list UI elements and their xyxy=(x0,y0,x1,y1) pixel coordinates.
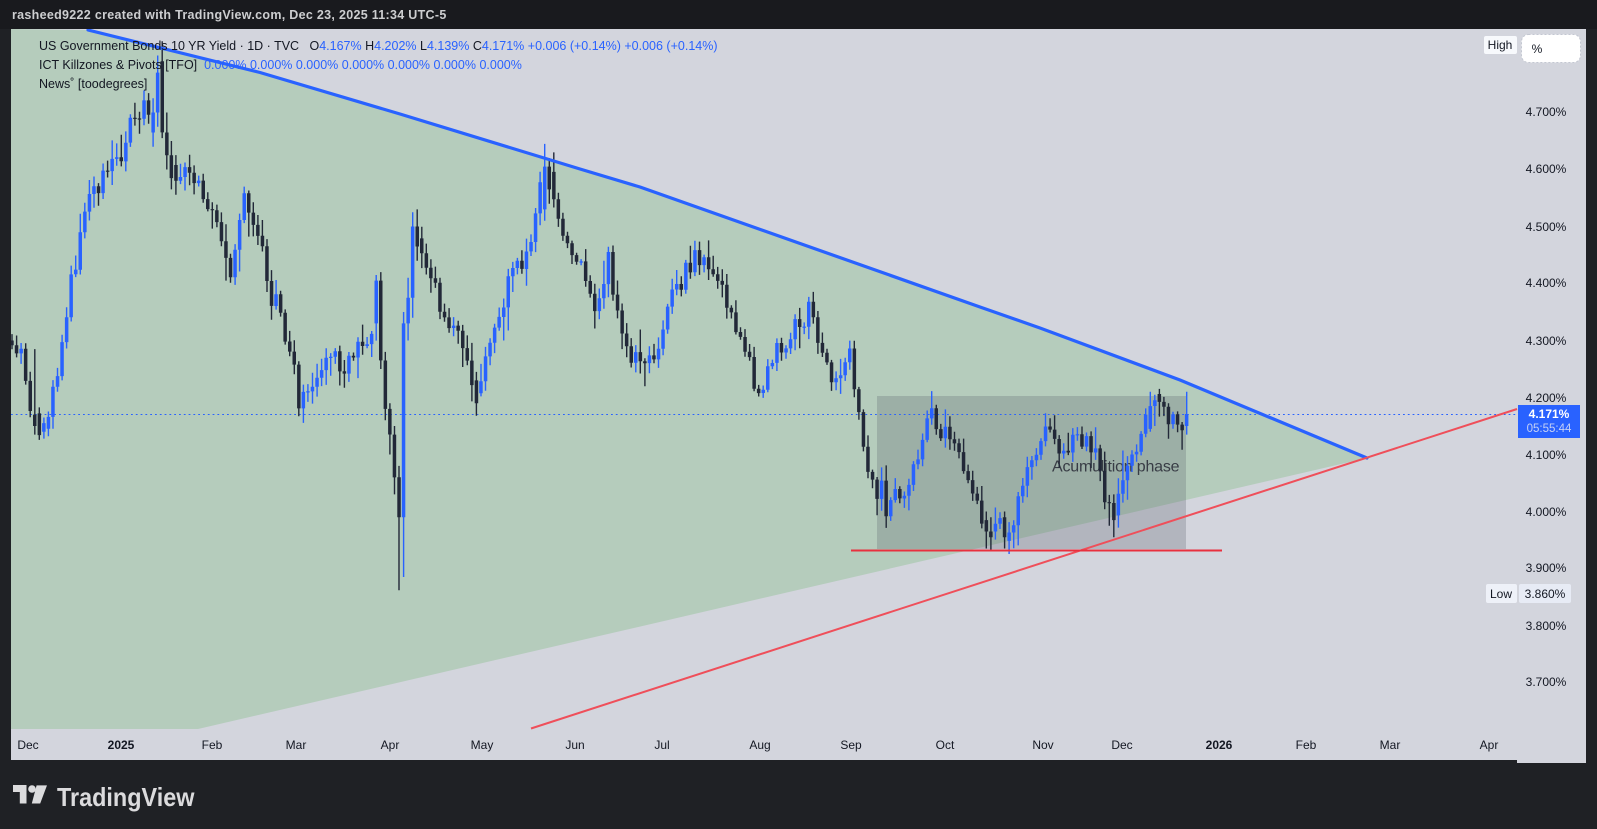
svg-text:4.400%: 4.400% xyxy=(1526,276,1567,290)
svg-text:4.171%: 4.171% xyxy=(1529,407,1570,421)
svg-text:3.860%: 3.860% xyxy=(1525,587,1566,601)
svg-text:4.100%: 4.100% xyxy=(1526,448,1567,462)
svg-text:Mar: Mar xyxy=(1380,738,1401,752)
svg-text:May: May xyxy=(471,738,494,752)
svg-text:Jul: Jul xyxy=(654,738,669,752)
svg-text:Sep: Sep xyxy=(840,738,862,752)
svg-text:Mar: Mar xyxy=(286,738,307,752)
svg-text:4.300%: 4.300% xyxy=(1526,334,1567,348)
svg-text:Feb: Feb xyxy=(1296,738,1317,752)
svg-text:4.700%: 4.700% xyxy=(1526,105,1567,119)
svg-text:4.200%: 4.200% xyxy=(1526,391,1567,405)
svg-text:4.000%: 4.000% xyxy=(1526,505,1567,519)
svg-text:%: % xyxy=(1532,42,1543,56)
svg-text:Nov: Nov xyxy=(1032,738,1053,752)
svg-text:3.800%: 3.800% xyxy=(1526,619,1567,633)
svg-text:Oct: Oct xyxy=(936,738,955,752)
svg-text:Apr: Apr xyxy=(381,738,400,752)
svg-text:05:55:44: 05:55:44 xyxy=(1527,423,1572,435)
svg-text:Acumulition phase: Acumulition phase xyxy=(1052,459,1180,476)
svg-text:Low: Low xyxy=(1490,587,1512,601)
svg-text:Dec: Dec xyxy=(17,738,38,752)
svg-text:Dec: Dec xyxy=(1111,738,1132,752)
svg-text:High: High xyxy=(1488,38,1513,52)
svg-text:Apr: Apr xyxy=(1480,738,1499,752)
svg-text:3.900%: 3.900% xyxy=(1526,561,1567,575)
svg-text:3.700%: 3.700% xyxy=(1526,675,1567,689)
svg-text:2025: 2025 xyxy=(108,738,135,752)
svg-text:Feb: Feb xyxy=(202,738,223,752)
svg-text:2026: 2026 xyxy=(1206,738,1233,752)
svg-text:Jun: Jun xyxy=(565,738,584,752)
svg-text:Aug: Aug xyxy=(749,738,770,752)
svg-text:4.500%: 4.500% xyxy=(1526,220,1567,234)
svg-text:4.600%: 4.600% xyxy=(1526,162,1567,176)
